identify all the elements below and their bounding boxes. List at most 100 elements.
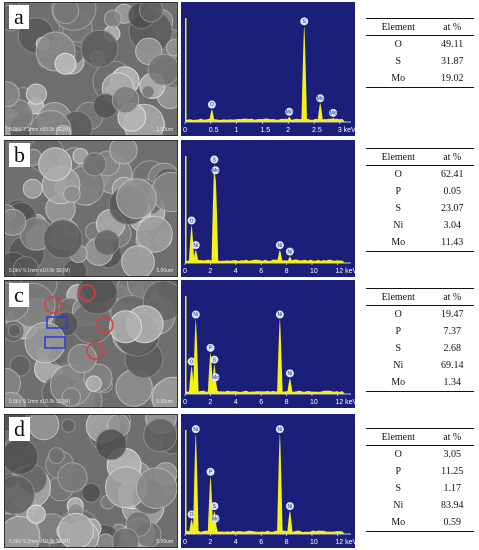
sem-texture — [5, 281, 177, 407]
sem-scale-bar-label: 5.00um — [156, 399, 173, 405]
element-cell: Ni — [366, 357, 430, 374]
sem-particle — [53, 3, 79, 24]
edx-tick-label: 4 — [234, 539, 238, 546]
table-header-cell: at % — [430, 149, 474, 166]
sem-particle — [81, 30, 118, 67]
sem-caption: 5.0kV 9.1mm x10.0k SE(M) — [9, 268, 70, 274]
table-header-cell: Element — [366, 289, 430, 306]
edx-peak — [193, 320, 199, 394]
sem-particle — [62, 419, 75, 432]
edx-tick-label: 1 — [235, 127, 239, 134]
element-cell: S — [366, 340, 430, 357]
edx-tick-label: 8 — [285, 539, 289, 546]
table-header-row: Element at % — [366, 19, 474, 36]
composition-table: Element at % O 49.11 S 31.87 Mo 19.02 — [366, 18, 474, 88]
edx-plot: ONiPSMoNiNi0 2 4 6 8 10 12 keV — [181, 280, 355, 408]
atomic-percent-cell: 11.25 — [430, 463, 474, 480]
table-row: Ni 83.94 — [366, 497, 474, 514]
edx-tick-label: 6 — [259, 399, 263, 406]
table-row: O 19.47 — [366, 306, 474, 324]
atomic-percent-cell: 69.14 — [430, 357, 474, 374]
edx-peak-label: Ni — [288, 371, 293, 377]
edx-tick-label: 3 keV — [338, 127, 355, 134]
table-row: S 1.17 — [366, 480, 474, 497]
atomic-percent-cell: 49.11 — [430, 36, 474, 54]
table-header-row: Element at % — [366, 429, 474, 446]
edx-peak-label: Mo — [212, 168, 219, 174]
table-header-cell: at % — [430, 429, 474, 446]
element-cell: Ni — [366, 217, 430, 234]
edx-background-signal — [185, 260, 345, 264]
sem-caption: 5.0kV 9.2mm x10.0k SE(M) — [9, 539, 70, 545]
edx-spectrum: O Ni P S Mo Ni Ni 0 2 4 6 8 10 12 keV — [181, 280, 355, 408]
table-row: S 31.87 — [366, 53, 474, 70]
sem-particle — [26, 84, 46, 104]
edx-peak-label: O — [210, 102, 214, 108]
edx-tick-label: 0.5 — [209, 127, 219, 134]
table-row: Ni 3.04 — [366, 217, 474, 234]
edx-peak — [287, 257, 293, 263]
table-row: Mo 0.59 — [366, 514, 474, 532]
atomic-percent-cell: 1.34 — [430, 374, 474, 392]
edx-tick-label: 2 — [208, 268, 212, 275]
element-cell: O — [366, 446, 430, 464]
atomic-percent-cell: 31.87 — [430, 53, 474, 70]
sem-particle — [97, 534, 114, 547]
element-cell: S — [366, 53, 430, 70]
edx-zero-peak — [185, 430, 187, 534]
edx-peak — [277, 320, 283, 394]
sem-particle — [23, 179, 42, 198]
sem-particle — [86, 376, 101, 391]
composition-table: Element at % O 19.47 P 7.37 S 2.68 Ni 69.14 Mo 1.34 — [366, 288, 474, 392]
edx-spectrum: O Mo S Mo Mo 0 0.5 1 1.5 2 2.5 3 keV — [181, 2, 355, 136]
edx-tick-label: 0 — [183, 539, 187, 546]
edx-tick-label: 0 — [183, 127, 187, 134]
table-row: O 3.05 — [366, 446, 474, 464]
table-row: S 23.07 — [366, 200, 474, 217]
edx-tick-label: 0 — [183, 268, 187, 275]
sem-caption: 5.0kV 9.1mm x10.0k SE(M) — [9, 399, 70, 405]
table-row: Mo 1.34 — [366, 374, 474, 392]
edx-tick-label: 2 — [208, 539, 212, 546]
edx-peak-label: Mo — [212, 375, 219, 381]
edx-peak-label: Ni — [193, 312, 198, 318]
sem-image: b 5.0kV 9.1mm x10.0k SE(M) 5.00um — [4, 140, 178, 277]
edx-spectrum: O Ni S Mo Ni Ni 0 2 4 6 8 10 12 keV — [181, 140, 355, 277]
edx-tick-label: 12 keV — [335, 539, 355, 546]
atomic-percent-cell: 0.05 — [430, 183, 474, 200]
atomic-percent-cell: 11.43 — [430, 234, 474, 252]
edx-tick-label: 1.5 — [260, 127, 270, 134]
edx-tick-label: 10 — [310, 399, 318, 406]
sem-particle — [8, 325, 20, 337]
edx-zero-peak — [185, 156, 187, 263]
edx-peak — [209, 110, 215, 122]
sem-scale-bar-label: 5.00um — [156, 539, 173, 545]
sem-particle — [49, 448, 65, 464]
table-header-row: Element at % — [366, 149, 474, 166]
sem-particle — [144, 419, 177, 452]
edx-tick-label: 6 — [259, 539, 263, 546]
sem-caption: 5.0kV 7.9mm x50.0k SE(M) — [9, 127, 70, 133]
edx-tick-label: 12 keV — [335, 268, 355, 275]
sem-particle — [44, 220, 82, 258]
atomic-percent-cell: 23.07 — [430, 200, 474, 217]
element-cell: S — [366, 200, 430, 217]
edx-peak-label: Ni — [277, 243, 282, 249]
edx-tick-label: 2.5 — [312, 127, 322, 134]
edx-tick-label: 10 — [310, 539, 318, 546]
atomic-percent-cell: 2.68 — [430, 340, 474, 357]
edx-peak-label: O — [190, 359, 194, 365]
element-cell: P — [366, 463, 430, 480]
sem-particle — [94, 230, 119, 255]
atomic-percent-cell: 62.41 — [430, 166, 474, 184]
sem-texture — [5, 415, 177, 547]
edx-tick-label: 0 — [183, 399, 187, 406]
edx-peak-label: Ni — [277, 312, 282, 318]
edx-peak — [301, 26, 307, 122]
sem-particle — [110, 311, 142, 343]
sem-particle — [83, 153, 106, 176]
sem-texture — [5, 3, 177, 135]
atomic-percent-cell: 83.94 — [430, 497, 474, 514]
table-header-cell: Element — [366, 19, 430, 36]
sem-scale-bar-label: 1.00um — [156, 127, 173, 133]
